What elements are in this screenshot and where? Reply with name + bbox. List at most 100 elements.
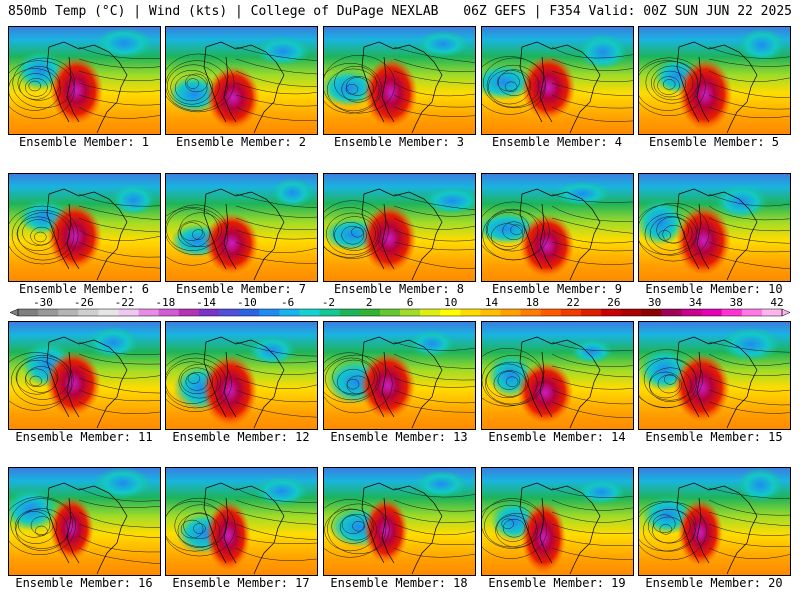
ensemble-member-label: Ensemble Member: 20 [645, 576, 783, 590]
contour-line [393, 241, 475, 251]
contour-line [16, 216, 60, 252]
contour-line [497, 371, 521, 390]
cold-anomaly [577, 479, 626, 505]
contour-line [551, 377, 633, 390]
contour-line [642, 509, 696, 552]
cold-anomaly [738, 28, 786, 62]
contour-line [393, 499, 475, 512]
colorbar-swatch [681, 309, 703, 316]
contour-line [166, 357, 227, 409]
colorbar-swatch [400, 309, 421, 316]
contour-line [551, 229, 633, 244]
contour-line [639, 202, 710, 262]
contour-line [341, 515, 365, 534]
contour-line [708, 205, 790, 221]
contour-line [551, 106, 633, 122]
colorbar-swatch [641, 309, 662, 316]
contour-line [393, 94, 475, 108]
contour-line [235, 82, 317, 95]
contour-line [11, 355, 74, 406]
contour-line [78, 217, 160, 233]
colorbar-tick-label: 18 [526, 296, 539, 309]
colorbar-tick-label: 30 [648, 296, 661, 309]
colorbar-swatch [279, 309, 300, 316]
contour-line [551, 58, 633, 71]
colorbar-swatch [198, 309, 220, 316]
contour-line [192, 229, 205, 240]
contour-line [17, 511, 51, 538]
contour-line [346, 77, 369, 96]
heat-dome [519, 213, 575, 277]
contour-line [708, 353, 790, 366]
ensemble-member-label: Ensemble Member: 7 [175, 282, 307, 296]
contour-line [166, 53, 235, 113]
colorbar-swatch [741, 309, 763, 316]
contour-line [235, 365, 317, 375]
contour-line [24, 366, 58, 393]
contour-line [551, 353, 633, 367]
contour-line [25, 368, 49, 388]
contour-line [174, 74, 208, 102]
heat-dome [49, 496, 94, 561]
contour-line [551, 511, 633, 523]
contour-line [708, 94, 790, 110]
contour-line [393, 389, 475, 404]
colorbar-swatch [58, 309, 79, 316]
contour-line [19, 73, 52, 100]
header-run-info: 06Z GEFS | F354 Valid: 00Z SUN JUN 22 20… [463, 4, 792, 19]
ensemble-map-2 [165, 26, 318, 135]
contour-line [14, 509, 58, 544]
coastline [676, 336, 758, 429]
ensemble-map-14 [481, 321, 634, 430]
contour-line [502, 518, 526, 538]
cold-anomaly [554, 181, 611, 206]
colorbar-swatch [440, 309, 461, 316]
cold-anomaly [95, 27, 153, 59]
contour-line [657, 76, 680, 95]
contour-line [78, 229, 160, 242]
heat-dome [49, 56, 104, 125]
contour-line [183, 512, 216, 540]
contour-line [653, 70, 687, 98]
colorbar-tick-label: 26 [607, 296, 620, 309]
ensemble-member-label: Ensemble Member: 16 [15, 576, 153, 590]
contour-line [341, 76, 374, 103]
cold-anomaly [254, 476, 309, 506]
cold-anomaly [248, 335, 296, 366]
contour-line [657, 374, 681, 394]
colorbar-tick-label: -2 [322, 296, 335, 309]
colorbar-swatch [78, 309, 99, 316]
contour-line [484, 504, 537, 548]
contour-line [324, 499, 387, 558]
contour-line [185, 372, 209, 391]
ensemble-member-label: Ensemble Member: 8 [333, 282, 465, 296]
contour-line [393, 217, 475, 230]
colorbar-tick-label: -22 [115, 296, 135, 309]
contour-line [510, 224, 523, 236]
contour-line [639, 349, 704, 408]
heat-dome [204, 212, 259, 275]
contour-line [28, 80, 42, 92]
contour-line [649, 367, 692, 403]
ensemble-map-18 [323, 467, 476, 576]
contour-line [235, 58, 317, 75]
contour-line [17, 66, 61, 101]
ensemble-map-13 [323, 321, 476, 430]
contour-line [551, 217, 633, 234]
contour-line [339, 513, 373, 541]
contour-line [708, 365, 790, 376]
contour-line [495, 513, 538, 548]
contour-line [393, 365, 475, 381]
colorbar-tick-label: -26 [74, 296, 94, 309]
colorbar-tick-label: -6 [281, 296, 294, 309]
contour-line [708, 401, 790, 414]
ensemble-member-label: Ensemble Member: 2 [175, 135, 307, 149]
colorbar-svg: -30 -26 -22 -18 -14 -10 -6 -2 2 6 10 14 18 22 26 30 34 38… [9, 296, 791, 317]
contour-line [502, 221, 525, 240]
colorbar-swatch [138, 309, 160, 316]
contour-line [177, 513, 221, 548]
contour-line [324, 508, 377, 552]
colorbar-swatch [158, 309, 180, 316]
cold-anomaly [255, 36, 311, 66]
coastline [46, 482, 128, 575]
